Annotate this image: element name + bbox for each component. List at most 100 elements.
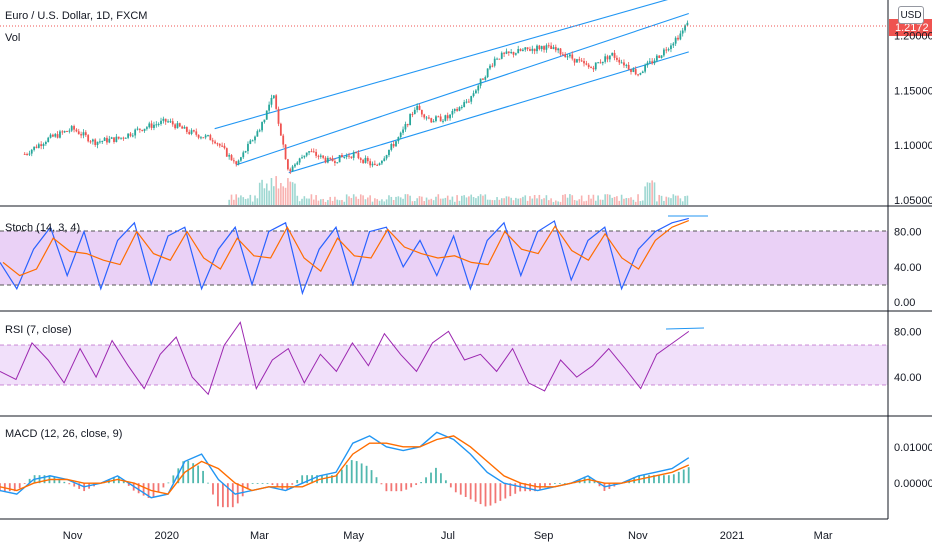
- volume-bar: [461, 195, 463, 205]
- macd-hist-bar: [58, 479, 61, 484]
- macd-hist-bar: [499, 483, 502, 501]
- volume-bar: [472, 197, 475, 205]
- time-tick-label: Nov: [63, 530, 83, 542]
- volume-bar: [399, 197, 402, 205]
- macd-hist-bar: [43, 475, 46, 484]
- channel-line[interactable]: [236, 12, 689, 166]
- rsi-trend-line[interactable]: [665, 327, 705, 330]
- candle-body: [392, 143, 395, 147]
- time-axis[interactable]: Nov 2020 Mar May Jul Sep Nov 2021 Mar: [63, 530, 833, 542]
- volume-bar: [634, 201, 637, 205]
- volume-bar: [681, 201, 684, 205]
- volume-bar: [524, 195, 527, 205]
- candle-body: [188, 131, 191, 134]
- macd-hist-bar: [241, 483, 244, 497]
- candle-body: [296, 162, 299, 165]
- candle-body: [606, 56, 609, 60]
- candle-body: [592, 67, 595, 70]
- symbol-title[interactable]: Euro / U.S. Dollar, 1D, FXCM: [5, 10, 147, 22]
- candle-body: [423, 114, 426, 118]
- candle-body: [176, 123, 179, 129]
- candle-body: [338, 155, 341, 163]
- macd-hist-bar: [365, 465, 368, 484]
- candle-body: [453, 108, 456, 111]
- candle-body: [500, 52, 503, 59]
- candle-body: [648, 61, 651, 63]
- candle-body: [679, 33, 682, 40]
- macd-axis[interactable]: 0.01000 0.00000: [894, 442, 932, 490]
- volume-bar: [414, 201, 416, 205]
- candle-body: [334, 161, 336, 163]
- candle-body: [587, 64, 590, 68]
- volume-label[interactable]: Vol: [5, 32, 20, 44]
- candle-body: [80, 134, 83, 136]
- channel-line[interactable]: [214, 0, 684, 130]
- stoch-label[interactable]: Stoch (14, 3, 4): [5, 222, 80, 234]
- volume-bar: [505, 196, 508, 205]
- volume-bar: [510, 197, 512, 205]
- volume-bar: [498, 199, 501, 205]
- candle-body: [533, 48, 536, 52]
- volume-bar: [324, 201, 327, 205]
- price-axis[interactable]: 1.20000 1.15000 1.10000 1.05000: [894, 30, 932, 207]
- candle-body: [569, 54, 571, 57]
- candle-body: [493, 58, 496, 66]
- candle-body: [430, 118, 433, 123]
- volume-bar: [338, 200, 341, 205]
- volume-bar: [550, 198, 552, 205]
- candle-body: [576, 59, 578, 63]
- stoch-axis[interactable]: 80.00 40.00 0.00: [894, 227, 922, 309]
- volume-bar: [458, 200, 461, 205]
- macd-hist-bar: [687, 467, 690, 484]
- stoch-tick-label: 80.00: [894, 227, 922, 239]
- candle-body: [59, 131, 61, 138]
- volume-bar: [397, 196, 400, 205]
- volume-bar: [350, 197, 353, 205]
- candle-body: [162, 118, 165, 121]
- candle-body: [559, 48, 562, 55]
- volume-bar: [632, 199, 635, 205]
- candle-body: [124, 137, 127, 139]
- candle-body: [665, 49, 668, 51]
- candle-body: [639, 73, 642, 75]
- time-tick-label: May: [343, 530, 364, 542]
- macd-hist-bar: [271, 483, 274, 485]
- price-tick-label: 1.20000: [894, 30, 932, 42]
- candle-body: [460, 107, 463, 109]
- volume-bar: [620, 194, 623, 205]
- rsi-axis[interactable]: 80.00 40.00: [894, 326, 922, 384]
- volume-bar: [482, 195, 484, 205]
- rsi-label[interactable]: RSI (7, close): [5, 324, 72, 336]
- candle-body: [202, 137, 205, 139]
- volume-bar: [665, 196, 668, 205]
- volume-bar: [559, 201, 562, 205]
- candle-body: [658, 55, 661, 58]
- macd-hist-bar: [276, 483, 279, 488]
- volume-bar: [228, 199, 230, 205]
- volume-bar: [667, 197, 670, 205]
- candle-body: [336, 162, 339, 164]
- candle-body: [268, 104, 271, 111]
- candle-body: [663, 49, 665, 56]
- candle-body: [580, 60, 583, 62]
- candle-body: [42, 144, 45, 147]
- volume-bar: [465, 197, 468, 205]
- candle-body: [613, 52, 616, 58]
- volume-bar: [529, 196, 531, 205]
- macd-hist-bar: [420, 482, 422, 484]
- candle-body: [432, 121, 435, 123]
- volume-bar: [602, 199, 604, 205]
- macd-hist-bar: [345, 464, 348, 484]
- macd-hist-bar: [553, 483, 556, 484]
- candle-body: [348, 155, 350, 157]
- currency-badge[interactable]: USD: [898, 6, 924, 24]
- candle-body: [247, 143, 249, 152]
- candle-body: [23, 153, 26, 155]
- candle-body: [618, 59, 621, 63]
- macd-label[interactable]: MACD (12, 26, close, 9): [5, 428, 122, 440]
- candle-body: [573, 58, 576, 63]
- volume-bar: [369, 195, 371, 205]
- volume-bar: [672, 194, 675, 205]
- candle-body: [491, 65, 494, 67]
